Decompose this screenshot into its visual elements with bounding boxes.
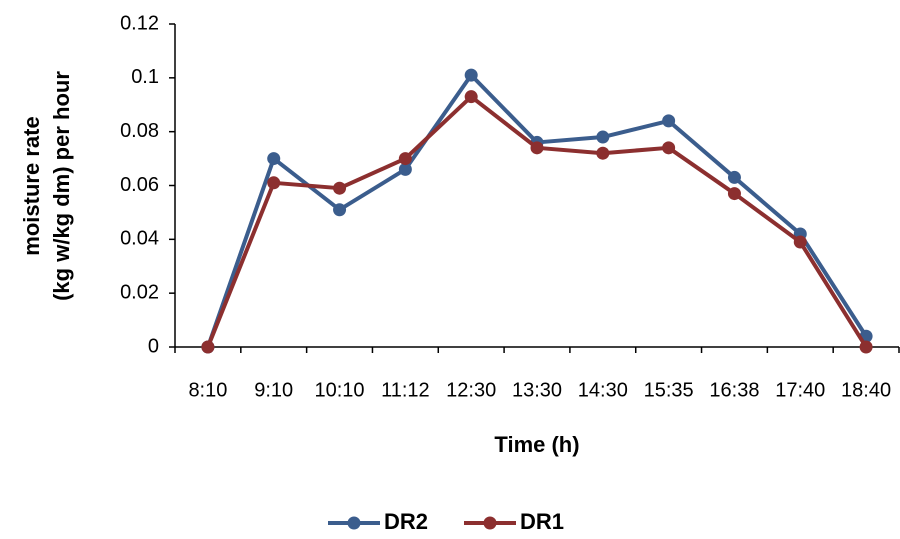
x-tick-label: 8:10: [188, 379, 227, 401]
legend-marker: [347, 516, 361, 530]
data-point: [333, 181, 347, 195]
x-tick-label: 15:35: [644, 379, 694, 401]
y-tick-label: 0.1: [131, 66, 159, 88]
y-axis-title-line: moisture rate: [19, 116, 44, 255]
x-axis-title: Time (h): [494, 432, 579, 457]
legend-text: DR1: [520, 509, 564, 534]
data-point: [398, 152, 412, 166]
y-axis-title: moisture rate (kg w/kg dm) per hour: [19, 71, 74, 301]
data-point: [596, 146, 610, 160]
data-point: [859, 340, 873, 354]
x-tick-label: 13:30: [512, 379, 562, 401]
y-tick-label: 0.12: [120, 12, 159, 34]
x-tick-label: 18:40: [841, 379, 891, 401]
y-tick-label: 0.06: [120, 174, 159, 196]
data-point: [530, 141, 544, 155]
x-tick-label: 17:40: [775, 379, 825, 401]
x-tick-label: 12:30: [446, 379, 496, 401]
y-tick-label: 0.08: [120, 120, 159, 142]
data-point: [267, 152, 281, 166]
y-tick-label: 0.02: [120, 281, 159, 303]
x-tick-label: 16:38: [709, 379, 759, 401]
series-line: [206, 73, 868, 348]
data-point: [596, 130, 610, 144]
data-point: [464, 68, 478, 82]
data-point: [793, 235, 807, 249]
x-tick-label: 9:10: [254, 379, 293, 401]
y-tick-label: 0.04: [120, 228, 159, 250]
data-point: [398, 162, 412, 176]
x-tick-label: 10:10: [315, 379, 365, 401]
y-tick-label: 0: [148, 335, 159, 357]
series-line: [206, 94, 868, 349]
data-point: [727, 187, 741, 201]
legend-marker: [483, 516, 497, 530]
data-point: [727, 170, 741, 184]
x-tick-label: 11:12: [381, 379, 430, 401]
data-point: [333, 203, 347, 217]
y-axis-title-line: (kg w/kg dm) per hour: [49, 71, 74, 301]
data-point: [464, 90, 478, 104]
legend-text: DR2: [384, 509, 428, 534]
data-point: [201, 340, 215, 354]
x-tick-label: 14:30: [578, 379, 628, 401]
data-point: [662, 141, 676, 155]
data-point: [267, 176, 281, 190]
data-point: [662, 114, 676, 128]
